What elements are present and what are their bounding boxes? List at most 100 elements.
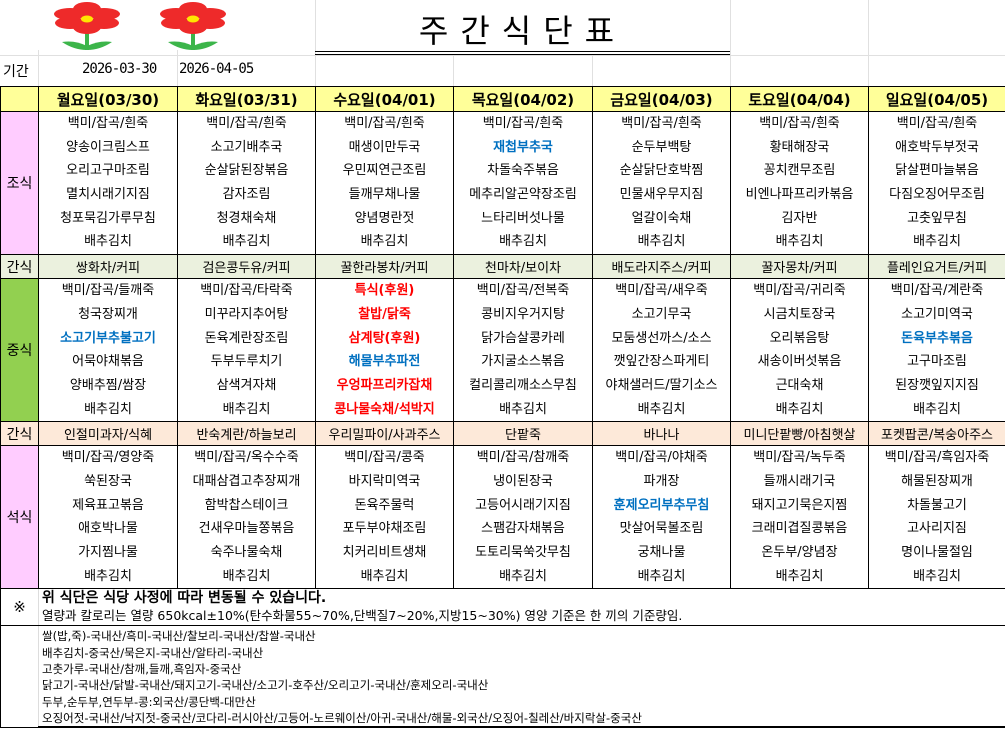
note-change-notice: 위 식단은 식당 사정에 따라 변동될 수 있습니다. <box>42 590 327 607</box>
lunch-cell: 백미/잡곡/새우죽 소고기무국 모둠생선까스/소스 깻잎간장스파게티 야채샐러드/딸기소… <box>592 278 731 423</box>
menu-item: 삼계탕(후원) <box>348 330 421 346</box>
menu-item: 궁채나물 <box>637 545 686 560</box>
menu-item: 미꾸라지추어탕 <box>204 306 289 322</box>
menu-item: 특식(후원) <box>354 283 415 299</box>
menu-item: 근대숙채 <box>775 377 824 393</box>
menu-item: 배추김치 <box>499 401 547 417</box>
day-header: 토요일(04/04) <box>730 86 869 112</box>
menu-item: 고구마조림 <box>907 354 967 370</box>
menu-item: 바지락미역국 <box>348 473 421 489</box>
snack2-row: 간식 인절미과자/식혜 반숙계란/하늘보리 우리밀파이/사과주스 단팥죽 바나나 미니단팥빵… <box>0 421 1005 447</box>
dinner-cell: 백미/잡곡/흑임자죽 해물된장찌개 차돌불고기 고사리지짐 명이나물절임 배추김치 <box>868 445 1005 590</box>
lunch-cell: 백미/잡곡/계란죽 소고기미역국 돈육부추볶음 고구마조림 된장깻잎지지짐 배추김치 <box>868 278 1005 423</box>
day-header: 월요일(03/30) <box>38 86 178 112</box>
menu-item: 돈육주물럭 <box>354 497 415 513</box>
menu-item: 백미/잡곡/흰죽 <box>482 116 564 131</box>
menu-item: 돼지고기묵은지찜 <box>751 497 848 513</box>
page-title: 주간식단표 <box>418 12 627 50</box>
snack-cell: 꿀자몽차/커피 <box>730 254 869 280</box>
menu-item: 순살닭된장볶음 <box>204 163 289 179</box>
menu-item: 소고기부추불고기 <box>60 330 156 346</box>
dinner-cell: 백미/잡곡/옥수수죽 대패삼겹고추장찌개 함박찹스테이크 건새우마늘쫑볶음 숙주나물숙채… <box>177 445 316 590</box>
menu-item: 백미/잡곡/흰죽 <box>759 116 840 131</box>
menu-item: 배추김치 <box>913 234 961 250</box>
menu-item: 백미/잡곡/영양죽 <box>61 450 155 466</box>
menu-item: 민물새우무지짐 <box>619 187 704 203</box>
menu-item: 온두부/양념장 <box>761 545 838 560</box>
menu-item: 오리볶음탕 <box>769 330 830 346</box>
menu-item: 양송이크림스프 <box>66 139 150 155</box>
note-mark: ※ <box>0 588 39 627</box>
menu-item: 새송이버섯볶음 <box>757 354 842 370</box>
menu-item: 야채샐러드/딸기소스 <box>605 377 718 393</box>
menu-item: 함박찹스테이크 <box>204 497 289 513</box>
snack-cell: 쌍화차/커피 <box>38 254 178 280</box>
menu-item: 배추김치 <box>913 568 961 584</box>
menu-item: 청국장찌개 <box>78 306 138 322</box>
origin-line: 쌀(밥,죽)-국내산/흑미-국내산/찰보리-국내산/찹쌀-국내산 <box>42 629 316 644</box>
menu-item: 스팸감자채볶음 <box>481 521 565 537</box>
menu-item: 컬리콜리깨소스무침 <box>469 377 577 393</box>
corner-cell <box>0 86 39 112</box>
menu-item: 닭가슴살콩카레 <box>481 330 565 346</box>
menu-item: 깻잎간장스파게티 <box>613 354 710 370</box>
menu-item: 오리고구마조림 <box>66 163 150 179</box>
menu-item: 배추김치 <box>360 234 409 250</box>
menu-item: 명이나물절임 <box>901 545 973 560</box>
menu-item: 차돌숙주볶음 <box>487 163 559 179</box>
menu-item: 도토리묵쑥갓무침 <box>475 545 571 560</box>
menu-item: 고등어시래기지짐 <box>475 497 571 513</box>
menu-item: 애호박두부젓국 <box>895 139 979 155</box>
menu-item: 제육표고볶음 <box>72 497 144 513</box>
menu-item: 크래미겹질콩볶음 <box>751 521 848 537</box>
menu-item: 재첩부추국 <box>493 139 553 155</box>
menu-item: 순두부백탕 <box>631 139 692 155</box>
menu-item: 닭살편마늘볶음 <box>895 163 979 179</box>
menu-item: 매생이만두국 <box>348 139 421 155</box>
menu-item: 백미/잡곡/참깨죽 <box>476 450 570 466</box>
breakfast-cell: 백미/잡곡/흰죽 소고기배추국 순살닭된장볶음 감자조림 청경채숙채 배추김치 <box>177 110 316 256</box>
menu-item: 배추김치 <box>84 401 132 417</box>
day-header: 목요일(04/02) <box>453 86 593 112</box>
menu-item: 배추김치 <box>913 401 961 417</box>
breakfast-cell: 백미/잡곡/흰죽 황태해장국 꽁치캔무조림 비엔나파프리카볶음 김자반 배추김치 <box>730 110 869 256</box>
snack-cell: 천마차/보이차 <box>453 254 593 280</box>
day-header: 수요일(04/01) <box>315 86 454 112</box>
origin-line: 두부,순두부,연두부-콩:외국산/콩단백-대만산 <box>42 694 256 709</box>
day-header: 화요일(03/31) <box>177 86 316 112</box>
menu-item: 들깨무채나물 <box>348 187 421 203</box>
breakfast-cell: 백미/잡곡/흰죽 순두부백탕 순살닭단호박찜 민물새우무지짐 얼갈이숙채 배추김치 <box>592 110 731 256</box>
menu-item: 꽁치캔무조림 <box>763 163 836 179</box>
title-underline <box>315 51 730 52</box>
menu-item: 우엉파프리카잡채 <box>336 377 433 393</box>
menu-item: 백미/잡곡/야채죽 <box>615 450 708 466</box>
snack-cell: 바나나 <box>592 421 731 447</box>
dinner-cell: 백미/잡곡/콩죽 바지락미역국 돈육주물럭 포두부야채조림 치커리비트생채 배추김치 <box>315 445 454 590</box>
menu-item: 배추김치 <box>637 568 686 584</box>
lunch-row: 중식 백미/잡곡/들깨죽 청국장찌개 소고기부추불고기 어묵야채볶음 양배추찜/쌈장 배추김… <box>0 278 1005 423</box>
menu-item: 콩나물숙채/석박지 <box>334 401 435 417</box>
lunch-label: 중식 <box>0 278 39 423</box>
menu-item: 시금치토장국 <box>763 306 836 322</box>
menu-item: 애호박나물 <box>78 521 138 537</box>
title-underline <box>315 54 730 55</box>
dinner-label: 석식 <box>0 445 39 590</box>
menu-item: 백미/잡곡/계란죽 <box>890 283 984 299</box>
menu-item: 배추김치 <box>222 568 271 584</box>
snack-cell: 반숙계란/하늘보리 <box>177 421 316 447</box>
menu-item: 건새우마늘쫑볶음 <box>198 521 295 537</box>
menu-item: 배추김치 <box>499 234 547 250</box>
menu-item: 황태해장국 <box>769 139 830 155</box>
menu-item: 훈제오리부추무침 <box>613 497 710 513</box>
menu-item: 차돌불고기 <box>907 497 967 513</box>
snack-cell: 포켓팝콘/복숭아주스 <box>868 421 1005 447</box>
menu-item: 냉이된장국 <box>493 473 553 489</box>
origin-row: 쌀(밥,죽)-국내산/흑미-국내산/찰보리-국내산/찹쌀-국내산 배추김치-중국산… <box>0 625 1005 729</box>
dinner-row: 석식 백미/잡곡/영양죽 쑥된장국 제육표고볶음 애호박나물 가지찜나물 배추김치 백미/잡곡… <box>0 445 1005 590</box>
menu-item: 배추김치 <box>499 568 547 584</box>
menu-item: 배추김치 <box>637 401 686 417</box>
menu-item: 배추김치 <box>637 234 686 250</box>
menu-item: 포두부야채조림 <box>342 521 427 537</box>
menu-item: 메추리알곤약장조림 <box>469 187 577 203</box>
menu-item: 배추김치 <box>222 234 271 250</box>
